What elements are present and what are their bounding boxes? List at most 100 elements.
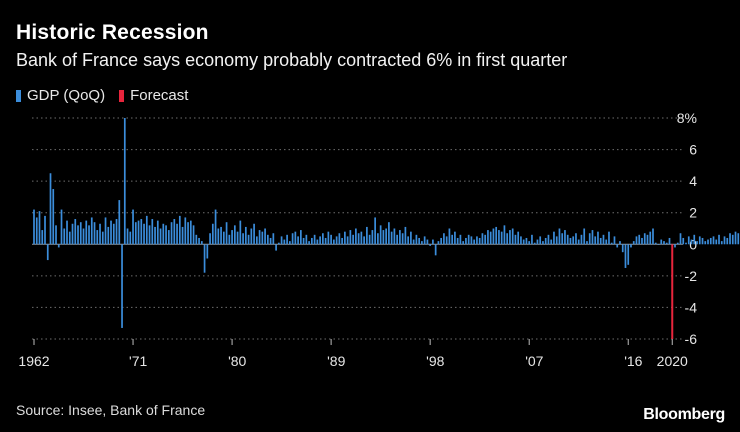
bar xyxy=(561,233,564,245)
bar xyxy=(393,228,396,245)
bar xyxy=(184,217,187,245)
bar xyxy=(283,239,286,245)
bar xyxy=(487,230,489,245)
bar xyxy=(167,230,170,245)
bar xyxy=(646,234,649,245)
bar xyxy=(145,215,148,245)
bar xyxy=(404,226,407,245)
bar xyxy=(649,231,652,245)
bar xyxy=(665,242,668,245)
bar xyxy=(720,241,723,245)
bar xyxy=(355,228,357,245)
bar xyxy=(165,225,167,245)
bar xyxy=(528,241,531,245)
bar xyxy=(57,244,60,248)
bar xyxy=(731,234,734,245)
bar xyxy=(360,231,363,245)
bar xyxy=(266,234,269,245)
bar xyxy=(302,237,305,245)
bar xyxy=(330,234,332,245)
bar xyxy=(181,226,184,245)
bar xyxy=(698,236,701,245)
bar xyxy=(93,222,96,245)
bar xyxy=(388,222,390,245)
bar xyxy=(676,242,679,245)
y-tick-label: 0 xyxy=(689,236,697,252)
x-tick-label: '98 xyxy=(426,353,444,369)
bar xyxy=(704,241,707,245)
bar xyxy=(500,231,503,245)
bar xyxy=(352,234,354,245)
bar xyxy=(101,231,104,245)
bar xyxy=(701,237,704,245)
bar xyxy=(627,244,630,265)
bar xyxy=(421,241,423,245)
bar xyxy=(509,230,511,245)
bar xyxy=(712,236,715,245)
bar xyxy=(297,236,299,245)
bar xyxy=(597,231,599,245)
y-tick-label: -4 xyxy=(685,299,698,315)
bar xyxy=(679,233,682,245)
bar xyxy=(349,230,352,245)
bar xyxy=(308,241,310,245)
bar xyxy=(379,225,382,245)
bar xyxy=(572,236,575,245)
bar xyxy=(115,219,118,245)
bar xyxy=(341,237,343,245)
bar xyxy=(200,241,203,245)
bar xyxy=(170,222,173,245)
bar xyxy=(112,223,115,245)
bar xyxy=(368,234,371,245)
bar xyxy=(85,220,88,245)
bar xyxy=(46,244,49,261)
bar xyxy=(709,237,712,245)
bar xyxy=(690,239,693,245)
bar xyxy=(231,230,233,245)
bar xyxy=(533,242,536,245)
y-tick-label: 8% xyxy=(677,110,697,126)
bar xyxy=(244,226,247,245)
bar xyxy=(602,234,605,245)
bar xyxy=(99,223,101,245)
legend-label-gdp: GDP (QoQ) xyxy=(27,87,106,104)
bar xyxy=(641,237,643,245)
bar xyxy=(577,239,580,245)
bar xyxy=(682,237,685,245)
bar xyxy=(608,231,610,245)
bar xyxy=(390,231,393,245)
bar xyxy=(134,222,137,245)
y-tick-label: -6 xyxy=(685,331,698,347)
bar xyxy=(668,237,671,245)
bar xyxy=(429,244,432,246)
bar xyxy=(663,241,665,245)
y-tick-label: 4 xyxy=(689,173,697,189)
bar xyxy=(542,241,544,245)
bar xyxy=(121,244,123,328)
bar xyxy=(588,233,591,245)
bar xyxy=(151,219,154,245)
legend-item-forecast: Forecast xyxy=(119,87,188,104)
bar xyxy=(363,236,365,245)
bar xyxy=(734,231,737,245)
bar xyxy=(143,223,145,245)
bar xyxy=(374,217,376,245)
bar xyxy=(553,231,555,245)
bar xyxy=(503,225,506,245)
bar xyxy=(275,244,277,251)
bar xyxy=(222,231,225,245)
bar xyxy=(148,225,151,245)
chart-subtitle: Bank of France says economy probably con… xyxy=(16,50,568,70)
bar xyxy=(294,231,297,245)
bar xyxy=(580,234,583,245)
bar xyxy=(624,244,627,268)
bar xyxy=(448,228,451,245)
bar xyxy=(566,234,569,245)
bar xyxy=(344,231,346,245)
bar xyxy=(536,239,539,245)
bar xyxy=(696,241,698,245)
x-tick-label: '89 xyxy=(327,353,345,369)
bar xyxy=(220,226,222,245)
bar xyxy=(426,239,429,245)
bar xyxy=(489,231,492,245)
